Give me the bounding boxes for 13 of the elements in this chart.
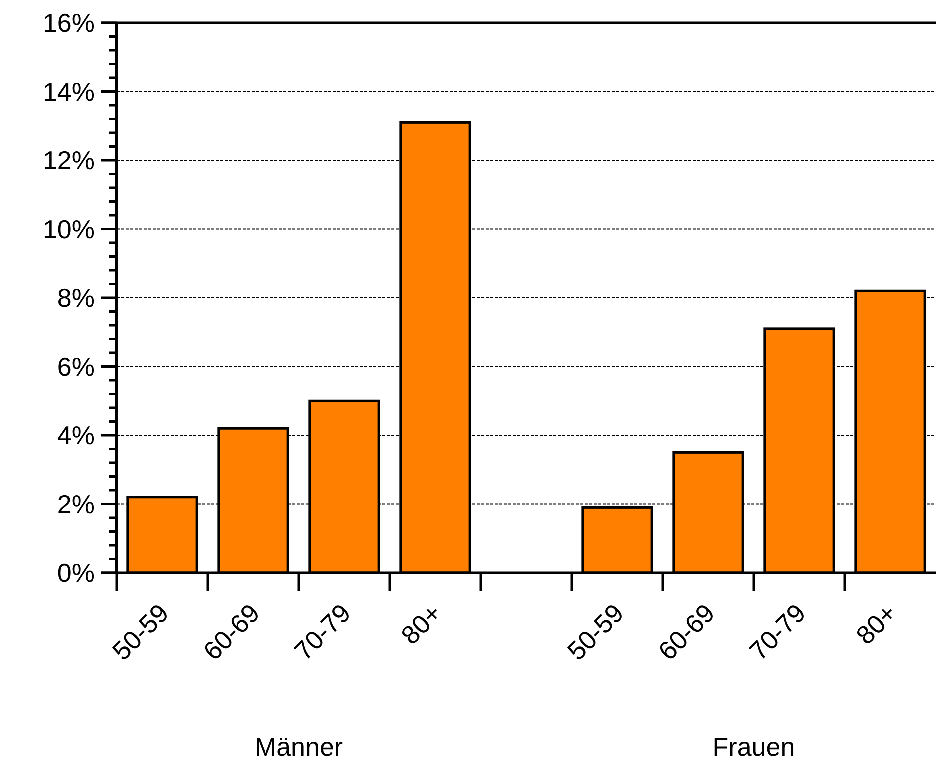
y-tick-label: 8% <box>57 283 95 314</box>
text: Frauen <box>712 732 796 762</box>
y-tick-label: 0% <box>57 558 95 588</box>
x-tick-label: 80+ <box>850 598 903 650</box>
y-tick-label: 6% <box>57 352 95 382</box>
y-tick-label: 12% <box>42 146 95 176</box>
text: Männer <box>254 732 344 762</box>
y-tick-label: 4% <box>57 420 95 451</box>
y-tick-label: 16% <box>42 8 95 38</box>
y-tick-label: 14% <box>42 76 95 107</box>
x-tick-label: 80+ <box>395 598 448 650</box>
y-tick-label: 2% <box>57 489 95 520</box>
y-tick-label: 10% <box>42 214 95 244</box>
